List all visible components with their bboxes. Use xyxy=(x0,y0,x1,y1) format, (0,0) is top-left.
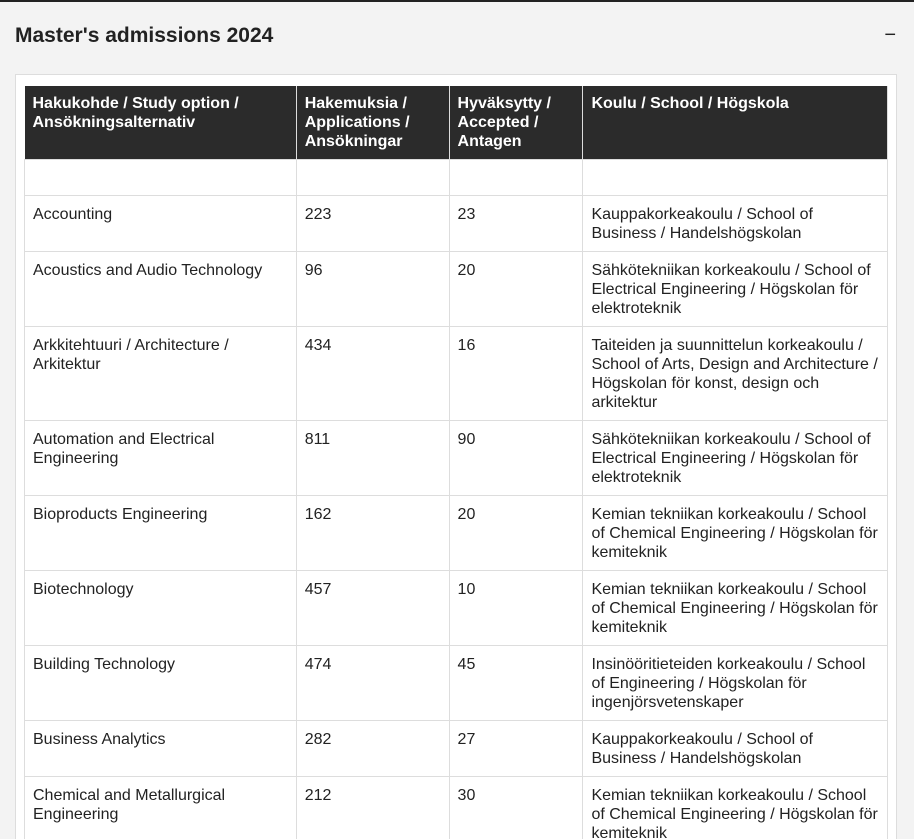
table-cell: 434 xyxy=(295,326,450,421)
table-cell: Acoustics and Audio Technology xyxy=(24,251,297,327)
table-cell: 10 xyxy=(448,570,584,646)
table-row: Biotechnology 457 10 Kemian tekniikan korke… xyxy=(24,570,888,646)
empty-cell xyxy=(24,159,297,196)
table-cell: Insinööritieteiden korkeakoulu / School … xyxy=(582,645,888,721)
table-body: Accounting 223 23 Kauppakorkeakoulu / Schoo… xyxy=(24,159,888,839)
table-cell: Kauppakorkeakoulu / School of Business /… xyxy=(582,720,888,777)
admissions-table: Hakukohde / Study option / Ansökningsalt… xyxy=(24,86,888,839)
table-cell: 30 xyxy=(448,776,584,839)
table-cell: 162 xyxy=(295,495,450,571)
table-cell: Kemian tekniikan korkeakoulu / School of… xyxy=(582,776,888,839)
table-row: Building Technology 474 45 Insinööritieteid… xyxy=(24,645,888,721)
column-header: Hakemuksia / Applications / Ansökningar xyxy=(296,86,450,160)
table-cell: Kemian tekniikan korkeakoulu / School of… xyxy=(582,570,888,646)
table-cell: Sähkötekniikan korkeakoulu / School of E… xyxy=(582,251,888,327)
table-cell: Sähkötekniikan korkeakoulu / School of E… xyxy=(582,420,888,496)
table-cell: Building Technology xyxy=(24,645,297,721)
table-cell: 20 xyxy=(448,495,584,571)
table-cell: 27 xyxy=(448,720,584,777)
collapse-toggle[interactable]: − xyxy=(884,24,896,46)
table-panel: Hakukohde / Study option / Ansökningsalt… xyxy=(15,74,897,839)
table-cell: 45 xyxy=(448,645,584,721)
table-cell: 96 xyxy=(295,251,450,327)
empty-cell xyxy=(582,159,888,196)
section-title: Master's admissions 2024 xyxy=(15,24,274,47)
table-cell: 212 xyxy=(295,776,450,839)
table-cell: 16 xyxy=(448,326,584,421)
table-cell: Arkkitehtuuri / Architecture / Arkitektu… xyxy=(24,326,297,421)
table-cell: Automation and Electrical Engineering xyxy=(24,420,297,496)
table-cell: 474 xyxy=(295,645,450,721)
table-row: Bioproducts Engineering 162 20 Kemian tekni… xyxy=(24,495,888,571)
table-cell: Kemian tekniikan korkeakoulu / School of… xyxy=(582,495,888,571)
table-cell: 23 xyxy=(448,195,584,252)
empty-cell xyxy=(295,159,450,196)
table-cell: Taiteiden ja suunnittelun korkeakoulu / … xyxy=(582,326,888,421)
column-header: Koulu / School / Högskola xyxy=(582,86,888,160)
table-cell: 457 xyxy=(295,570,450,646)
column-header: Hyväksytty / Accepted / Antagen xyxy=(449,86,584,160)
table-cell: Kauppakorkeakoulu / School of Business /… xyxy=(582,195,888,252)
table-cell: Chemical and Metallurgical Engineering xyxy=(24,776,297,839)
empty-cell xyxy=(448,159,584,196)
spacer-row xyxy=(24,159,888,196)
table-row: Acoustics and Audio Technology 96 20 Sähköt… xyxy=(24,251,888,327)
table-cell: 223 xyxy=(295,195,450,252)
table-cell: 282 xyxy=(295,720,450,777)
header-row: Hakukohde / Study option / Ansökningsalt… xyxy=(24,86,888,160)
table-row: Chemical and Metallurgical Engineering 21… xyxy=(24,776,888,839)
table-cell: 20 xyxy=(448,251,584,327)
column-header: Hakukohde / Study option / Ansökningsalt… xyxy=(24,86,297,160)
table-row: Accounting 223 23 Kauppakorkeakoulu / Schoo… xyxy=(24,195,888,252)
table-row: Automation and Electrical Engineering 811… xyxy=(24,420,888,496)
table-row: Arkkitehtuuri / Architecture / Arkitektu… xyxy=(24,326,888,421)
table-cell: 811 xyxy=(295,420,450,496)
table-cell: 90 xyxy=(448,420,584,496)
table-row: Business Analytics 282 27 Kauppakorkeakoulu… xyxy=(24,720,888,777)
table-cell: Accounting xyxy=(24,195,297,252)
table-cell: Business Analytics xyxy=(24,720,297,777)
table-cell: Bioproducts Engineering xyxy=(24,495,297,571)
table-cell: Biotechnology xyxy=(24,570,297,646)
